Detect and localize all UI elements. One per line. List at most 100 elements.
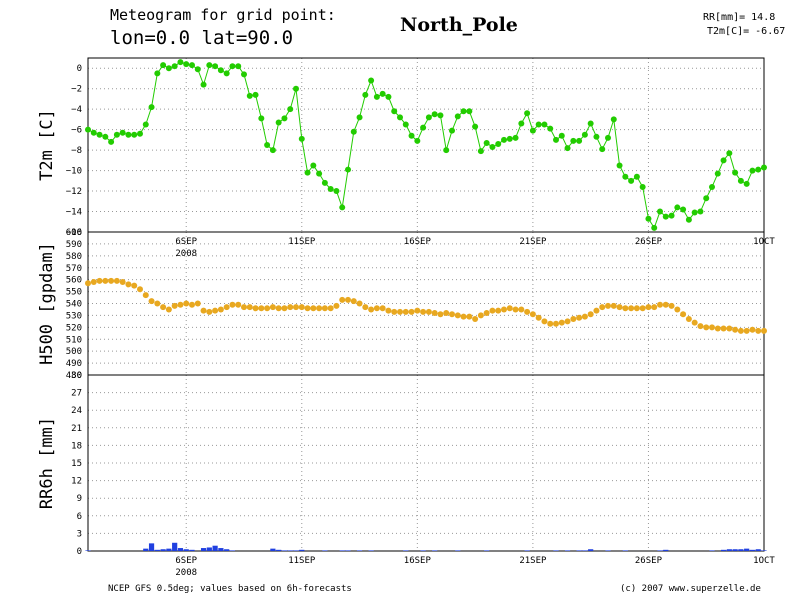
h500-point bbox=[761, 327, 767, 334]
t2m-point bbox=[269, 147, 276, 154]
rr-bar bbox=[709, 550, 715, 551]
rr-bar bbox=[368, 550, 374, 551]
h500-point bbox=[431, 310, 438, 317]
t2m-point bbox=[581, 131, 588, 138]
h500-point bbox=[483, 310, 490, 317]
h500-point bbox=[674, 306, 681, 313]
h500-point bbox=[709, 324, 715, 331]
y-tick-label: 3 bbox=[77, 529, 82, 539]
rr-bar bbox=[582, 550, 588, 551]
t2m-point bbox=[605, 134, 611, 141]
t2m-point bbox=[287, 106, 294, 113]
h500-point bbox=[553, 320, 559, 327]
date-tick-label: 26SEP bbox=[635, 556, 663, 566]
t2m-point bbox=[749, 167, 756, 174]
t2m-point bbox=[489, 144, 496, 151]
h500-point bbox=[275, 305, 282, 312]
t2m-point bbox=[373, 93, 380, 100]
h500-point bbox=[524, 308, 531, 315]
y-tick-label: 550 bbox=[66, 288, 82, 298]
t2m-series-line bbox=[87, 61, 765, 230]
h500-point bbox=[466, 313, 473, 320]
h500-point bbox=[269, 304, 276, 311]
rr-bar bbox=[229, 550, 236, 551]
h500-point bbox=[558, 319, 565, 326]
rr-bar bbox=[172, 542, 178, 551]
t2m-point bbox=[697, 208, 704, 215]
y-tick-label: 30 bbox=[71, 371, 82, 381]
h500-point bbox=[732, 326, 739, 333]
y-tick-label: −4 bbox=[71, 105, 82, 115]
t2m-point bbox=[414, 137, 421, 144]
t2m-point bbox=[183, 61, 190, 68]
rr-bar bbox=[270, 548, 276, 551]
t2m-point bbox=[483, 139, 490, 146]
t2m-point bbox=[148, 104, 155, 111]
t2m-point bbox=[402, 121, 409, 128]
t2m-point bbox=[235, 63, 242, 70]
rr-bar bbox=[189, 549, 195, 551]
h500-point bbox=[477, 312, 484, 319]
y-tick-label: 9 bbox=[77, 494, 82, 504]
t2m-point bbox=[252, 91, 259, 98]
y-tick-label: 540 bbox=[66, 300, 82, 310]
rr-bar bbox=[299, 549, 305, 551]
h500-point bbox=[252, 305, 259, 312]
t2m-point bbox=[102, 133, 109, 140]
y-tick-label: 560 bbox=[66, 276, 82, 286]
h500-point bbox=[339, 296, 346, 303]
panel-frame bbox=[87, 374, 765, 552]
t2m-point bbox=[391, 108, 398, 115]
t2m-point bbox=[501, 136, 507, 143]
h500-point bbox=[668, 302, 675, 309]
rr-bar bbox=[588, 549, 594, 551]
h500-point bbox=[229, 301, 236, 308]
t2m-point bbox=[743, 180, 750, 187]
rr-bar bbox=[177, 548, 184, 551]
h500-point bbox=[304, 305, 311, 312]
rr-bar bbox=[432, 550, 438, 551]
y-tick-label: −14 bbox=[66, 208, 82, 218]
h500-point bbox=[194, 300, 201, 307]
rr-bar bbox=[663, 549, 669, 551]
panel-frame bbox=[87, 57, 765, 233]
h500-point bbox=[685, 315, 692, 322]
h500-point bbox=[368, 306, 375, 313]
h500-point bbox=[264, 305, 271, 312]
rr-bar bbox=[345, 550, 351, 551]
h500-point bbox=[217, 306, 224, 313]
h500-point bbox=[310, 305, 317, 312]
rr-bar bbox=[420, 550, 426, 551]
h500-point bbox=[639, 305, 646, 312]
h500-point bbox=[125, 281, 132, 288]
t2m-point bbox=[645, 215, 652, 222]
h500-point bbox=[541, 318, 548, 325]
rr-bar bbox=[755, 549, 761, 551]
h500-point bbox=[246, 304, 253, 311]
rr-bar bbox=[726, 549, 732, 551]
h500-point bbox=[645, 304, 652, 311]
h500-point bbox=[321, 305, 328, 312]
t2m-point bbox=[512, 134, 519, 141]
h500-point bbox=[570, 315, 577, 322]
t2m-point bbox=[113, 131, 120, 138]
rr-bar bbox=[622, 550, 628, 551]
t2m-point bbox=[529, 127, 536, 134]
t2m-point bbox=[449, 127, 455, 134]
h500-point bbox=[171, 302, 178, 309]
t2m-point bbox=[576, 137, 583, 144]
y-tick-label: 27 bbox=[71, 389, 82, 399]
t2m-point bbox=[275, 119, 282, 126]
y-axis-label: H500 [gpdam] bbox=[37, 242, 57, 365]
h500-point bbox=[518, 306, 525, 313]
rr-bar bbox=[281, 550, 288, 551]
y-tick-label: 500 bbox=[66, 347, 82, 357]
rr-bar bbox=[732, 549, 738, 551]
date-tick-label: 26SEP bbox=[635, 237, 663, 247]
h500-point bbox=[148, 298, 155, 305]
t2m-point bbox=[668, 212, 675, 219]
t2m-point bbox=[368, 77, 375, 84]
h500-point bbox=[581, 313, 588, 320]
y-tick-label: 490 bbox=[66, 359, 82, 369]
